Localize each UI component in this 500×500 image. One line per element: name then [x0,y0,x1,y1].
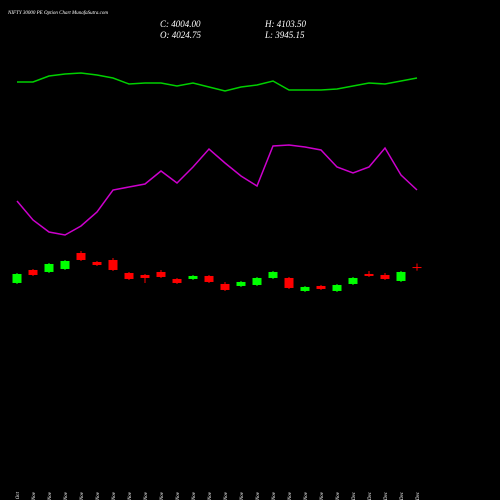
x-tick-label: 25 Nov [272,491,277,500]
x-tick-label: 05 Nov [64,491,69,500]
x-tick-label: 04 Nov [48,491,53,500]
x-tick-label: 18 Nov [192,491,197,500]
candle-body [76,252,86,260]
candle-body [188,275,198,279]
close-label: C: 4004.00 [160,19,201,29]
x-tick-label: 20 Nov [224,491,229,500]
candle-body [412,267,422,269]
x-tick-label: 31 Oct [16,491,21,500]
candle-body [140,274,150,278]
x-tick-label: 12 Nov [144,491,149,500]
x-tick-label: 02 Dec [352,491,357,500]
x-tick-label: 06 Dec [416,491,421,500]
candle-body [316,285,326,289]
candle-body [300,286,310,291]
low-label: L: 3945.15 [264,30,305,40]
candle-body [332,284,342,291]
x-tick-label: 14 Nov [176,491,181,500]
candle-body [220,283,230,290]
indicator-line [16,144,418,236]
candle-body [28,269,38,275]
candle-body [60,260,70,269]
candle-body [44,263,54,272]
x-tick-label: 03 Dec [368,491,373,500]
candle-body [236,281,246,286]
x-tick-label: 27 Nov [304,491,309,500]
x-tick-label: 05 Dec [400,491,405,500]
indicator-line [17,72,418,92]
candle-body [108,259,118,270]
candle-body [156,271,166,277]
x-tick-label: 04 Dec [384,491,389,500]
x-tick-label: 11 Nov [128,491,133,500]
candle-body [364,273,374,276]
candle-body [172,278,182,283]
candle-body [204,275,214,282]
x-tick-label: 28 Nov [320,491,325,500]
x-tick-label: 22 Nov [256,491,261,500]
x-tick-label: 07 Nov [96,491,101,500]
chart-title: NIFTY 30000 PE Option Chart MunafaSutra.… [7,11,108,16]
candle-body [284,277,294,288]
high-label: H: 4103.50 [264,19,306,29]
open-label: O: 4024.75 [160,30,201,40]
x-tick-label: 13 Nov [160,491,165,500]
x-tick-label: 21 Nov [240,491,245,500]
candle-body [268,271,278,278]
candle-body [92,261,102,265]
x-tick-label: 19 Nov [208,491,213,500]
x-tick-label: 06 Nov [80,491,85,500]
candle-body [380,274,390,279]
candle-body [124,272,134,279]
candle-body [348,277,358,284]
x-tick-label: 08 Nov [112,491,117,500]
x-tick-label: 26 Nov [288,491,293,500]
x-tick-label: 01 Nov [32,491,37,500]
candle-body [252,277,262,285]
x-tick-label: 29 Nov [336,491,341,500]
candle-body [396,271,406,281]
candle-body [12,273,22,283]
